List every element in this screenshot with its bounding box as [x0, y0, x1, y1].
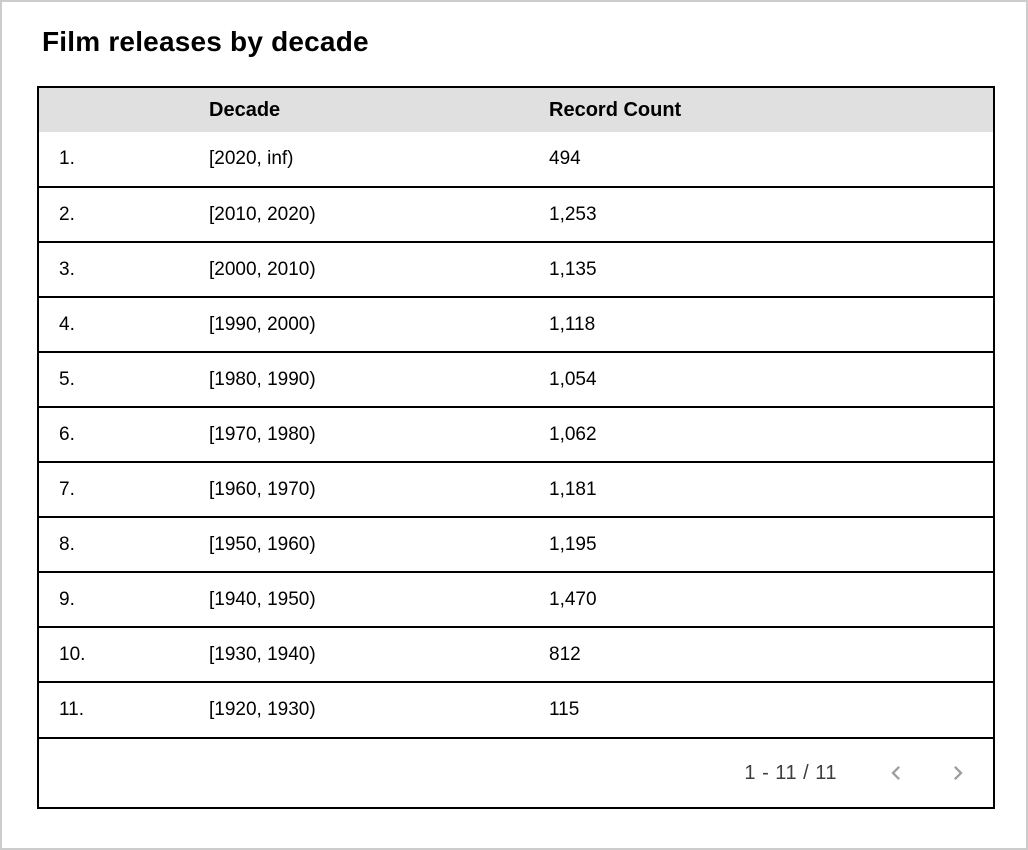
- chevron-left-icon: [882, 759, 910, 787]
- decade-cell: [1950, 1960): [209, 533, 316, 555]
- decade-cell: [2010, 2020): [209, 203, 316, 225]
- row-index: 10.: [59, 643, 86, 665]
- decade-cell: [1930, 1940): [209, 643, 316, 665]
- header-row: Decade Record Count: [39, 88, 993, 132]
- page-title: Film releases by decade: [42, 26, 369, 57]
- count-cell: 1,135: [549, 258, 597, 280]
- count-cell: 1,470: [549, 588, 597, 610]
- table-row: 3. [2000, 2010) 1,135: [39, 242, 993, 297]
- table-row: 6. [1970, 1980) 1,062: [39, 407, 993, 462]
- header-cell-record-count[interactable]: Record Count: [549, 98, 682, 121]
- table-row: 7. [1960, 1970) 1,181: [39, 462, 993, 517]
- row-index: 7.: [59, 478, 75, 500]
- count-cell: 1,253: [549, 203, 597, 225]
- row-index: 4.: [59, 313, 75, 335]
- decade-cell: [2020, inf): [209, 148, 294, 169]
- count-cell: 115: [549, 699, 580, 720]
- table-row: 1. [2020, inf) 494: [39, 132, 993, 187]
- count-cell: 1,118: [549, 313, 596, 335]
- pagination-bar: 1 - 11 / 11: [39, 737, 993, 807]
- table-widget: Decade Record Count 1. [2020, inf) 494 2…: [37, 86, 995, 809]
- table-row: 4. [1990, 2000) 1,118: [39, 297, 993, 352]
- decade-cell: [1990, 2000): [209, 313, 316, 335]
- count-cell: 1,054: [549, 368, 597, 390]
- chevron-right-icon: [944, 759, 972, 787]
- row-index: 1.: [59, 148, 75, 169]
- table-row: 8. [1950, 1960) 1,195: [39, 517, 993, 572]
- count-cell: 1,062: [549, 423, 597, 445]
- decade-cell: [1960, 1970): [209, 478, 316, 500]
- pagination-range-label: 1 - 11 / 11: [744, 761, 837, 784]
- decade-cell: [2000, 2010): [209, 258, 316, 280]
- table-row: 11. [1920, 1930) 115: [39, 682, 993, 737]
- table-row: 2. [2010, 2020) 1,253: [39, 187, 993, 242]
- count-cell: 1,181: [549, 478, 597, 500]
- next-page-button[interactable]: [943, 758, 973, 788]
- count-cell: 494: [549, 148, 581, 169]
- row-index: 5.: [59, 368, 75, 390]
- decade-cell: [1920, 1930): [209, 699, 316, 720]
- decade-cell: [1970, 1980): [209, 423, 316, 445]
- count-cell: 1,195: [549, 533, 597, 555]
- table-row: 10. [1930, 1940) 812: [39, 627, 993, 682]
- table-row: 5. [1980, 1990) 1,054: [39, 352, 993, 407]
- data-table: Decade Record Count 1. [2020, inf) 494 2…: [39, 88, 993, 737]
- count-cell: 812: [549, 643, 581, 665]
- row-index: 11.: [59, 699, 85, 720]
- header-cell-index: [39, 88, 209, 132]
- row-index: 6.: [59, 423, 75, 445]
- row-index: 3.: [59, 258, 75, 280]
- row-index: 9.: [59, 588, 75, 610]
- decade-cell: [1940, 1950): [209, 588, 316, 610]
- table-row: 9. [1940, 1950) 1,470: [39, 572, 993, 627]
- decade-cell: [1980, 1990): [209, 368, 316, 390]
- prev-page-button[interactable]: [881, 758, 911, 788]
- header-cell-decade[interactable]: Decade: [209, 98, 281, 121]
- row-index: 8.: [59, 533, 75, 555]
- row-index: 2.: [59, 203, 75, 225]
